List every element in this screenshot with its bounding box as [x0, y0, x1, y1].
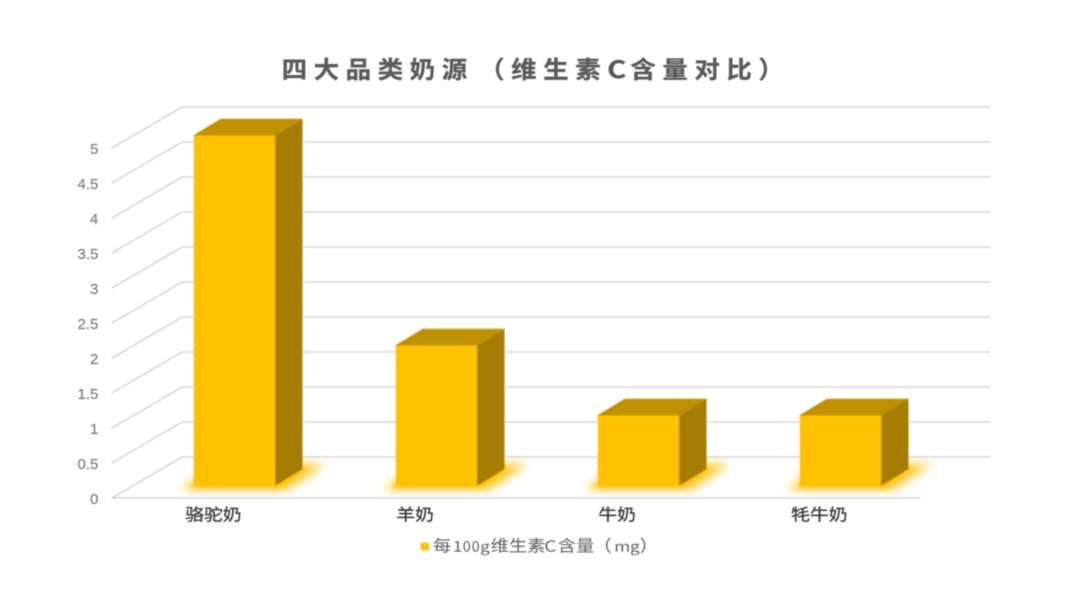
svg-text:1.5: 1.5	[78, 386, 99, 403]
svg-text:4.5: 4.5	[78, 176, 99, 193]
svg-text:4: 4	[90, 211, 98, 228]
svg-text:1: 1	[90, 421, 98, 438]
svg-text:3.5: 3.5	[78, 246, 99, 263]
svg-text:3: 3	[90, 281, 98, 298]
svg-text:2: 2	[90, 351, 98, 368]
svg-text:0: 0	[90, 491, 98, 508]
svg-text:0.5: 0.5	[78, 456, 99, 473]
svg-text:5: 5	[90, 141, 98, 158]
svg-text:2.5: 2.5	[78, 316, 99, 333]
